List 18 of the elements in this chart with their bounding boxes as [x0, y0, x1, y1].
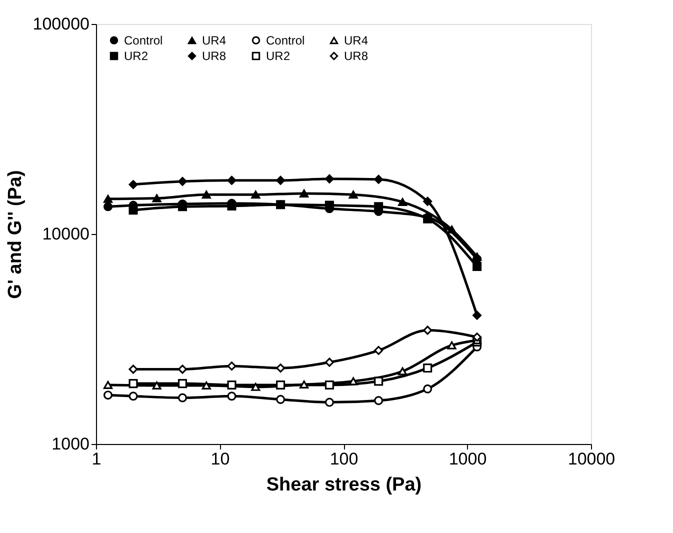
y-axis-title: G' and G'' (Pa) — [4, 170, 26, 299]
legend-label: UR4 — [344, 34, 368, 48]
legend-label: UR2 — [266, 49, 290, 63]
legend-label: Control — [266, 33, 305, 48]
x-tick-label: 10000 — [568, 450, 616, 468]
x-axis-title: Shear stress (Pa) — [266, 474, 422, 496]
legend-label: UR2 — [124, 49, 148, 63]
x-tick-label: 1000 — [448, 450, 487, 468]
legend-label: UR4 — [202, 34, 226, 48]
x-tick-label: 10 — [210, 450, 230, 468]
x-tick-label: 1 — [92, 450, 102, 468]
legend-label: Control — [124, 33, 163, 48]
y-tick-label: 10000 — [42, 224, 90, 244]
y-tick-label: 100000 — [32, 14, 90, 34]
y-tick-label: 1000 — [52, 434, 90, 454]
legend-label: UR8 — [344, 49, 368, 63]
legend-label: UR8 — [202, 49, 226, 63]
x-tick-label: 100 — [330, 450, 358, 468]
